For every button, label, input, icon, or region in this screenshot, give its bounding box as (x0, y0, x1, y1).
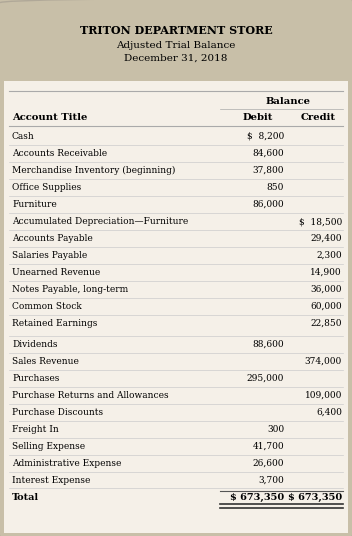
Text: 60,000: 60,000 (310, 302, 342, 311)
Text: Accounts Receivable: Accounts Receivable (12, 149, 107, 158)
Text: $ 673,350: $ 673,350 (288, 493, 342, 502)
Text: 300: 300 (267, 425, 284, 434)
Text: 850: 850 (266, 183, 284, 192)
Text: December 31, 2018: December 31, 2018 (124, 54, 228, 63)
Text: Sales Revenue: Sales Revenue (12, 357, 79, 366)
Text: Furniture: Furniture (12, 200, 57, 209)
Text: 26,600: 26,600 (252, 459, 284, 468)
Text: Cash: Cash (12, 132, 35, 141)
Text: Salaries Payable: Salaries Payable (12, 251, 87, 260)
Text: Accumulated Depreciation—Furniture: Accumulated Depreciation—Furniture (12, 217, 188, 226)
Text: Purchase Returns and Allowances: Purchase Returns and Allowances (12, 391, 169, 400)
Text: Merchandise Inventory (beginning): Merchandise Inventory (beginning) (12, 166, 175, 175)
Text: Unearned Revenue: Unearned Revenue (12, 268, 100, 277)
Text: 37,800: 37,800 (252, 166, 284, 175)
Text: 22,850: 22,850 (310, 319, 342, 328)
Text: 3,700: 3,700 (258, 476, 284, 485)
Text: Notes Payable, long-term: Notes Payable, long-term (12, 285, 128, 294)
Text: Freight In: Freight In (12, 425, 59, 434)
FancyBboxPatch shape (0, 0, 352, 96)
Text: Office Supplies: Office Supplies (12, 183, 81, 192)
Text: Purchases: Purchases (12, 374, 59, 383)
Text: Retained Earnings: Retained Earnings (12, 319, 98, 328)
Text: Balance: Balance (265, 98, 310, 107)
Text: 88,600: 88,600 (252, 340, 284, 349)
Text: Common Stock: Common Stock (12, 302, 82, 311)
Text: Administrative Expense: Administrative Expense (12, 459, 121, 468)
Text: 86,000: 86,000 (252, 200, 284, 209)
Text: Credit: Credit (301, 114, 335, 123)
Text: Total: Total (12, 493, 39, 502)
Text: 295,000: 295,000 (247, 374, 284, 383)
Text: $  18,500: $ 18,500 (299, 217, 342, 226)
Text: 374,000: 374,000 (305, 357, 342, 366)
Text: Interest Expense: Interest Expense (12, 476, 90, 485)
Bar (4, 81, 348, 91)
Text: 41,700: 41,700 (252, 442, 284, 451)
Text: 84,600: 84,600 (252, 149, 284, 158)
Text: 36,000: 36,000 (310, 285, 342, 294)
Text: Accounts Payable: Accounts Payable (12, 234, 93, 243)
Text: Dividends: Dividends (12, 340, 57, 349)
Text: 6,400: 6,400 (316, 408, 342, 417)
Text: 109,000: 109,000 (304, 391, 342, 400)
Text: Debit: Debit (243, 114, 273, 123)
Text: $  8,200: $ 8,200 (247, 132, 284, 141)
Text: Adjusted Trial Balance: Adjusted Trial Balance (116, 41, 236, 49)
Text: Account Title: Account Title (12, 114, 87, 123)
Text: 29,400: 29,400 (310, 234, 342, 243)
Text: 14,900: 14,900 (310, 268, 342, 277)
Text: Selling Expense: Selling Expense (12, 442, 85, 451)
Text: $ 673,350: $ 673,350 (230, 493, 284, 502)
Text: 2,300: 2,300 (316, 251, 342, 260)
Text: TRITON DEPARTMENT STORE: TRITON DEPARTMENT STORE (80, 26, 272, 36)
Text: Purchase Discounts: Purchase Discounts (12, 408, 103, 417)
Bar (4, 91, 348, 533)
